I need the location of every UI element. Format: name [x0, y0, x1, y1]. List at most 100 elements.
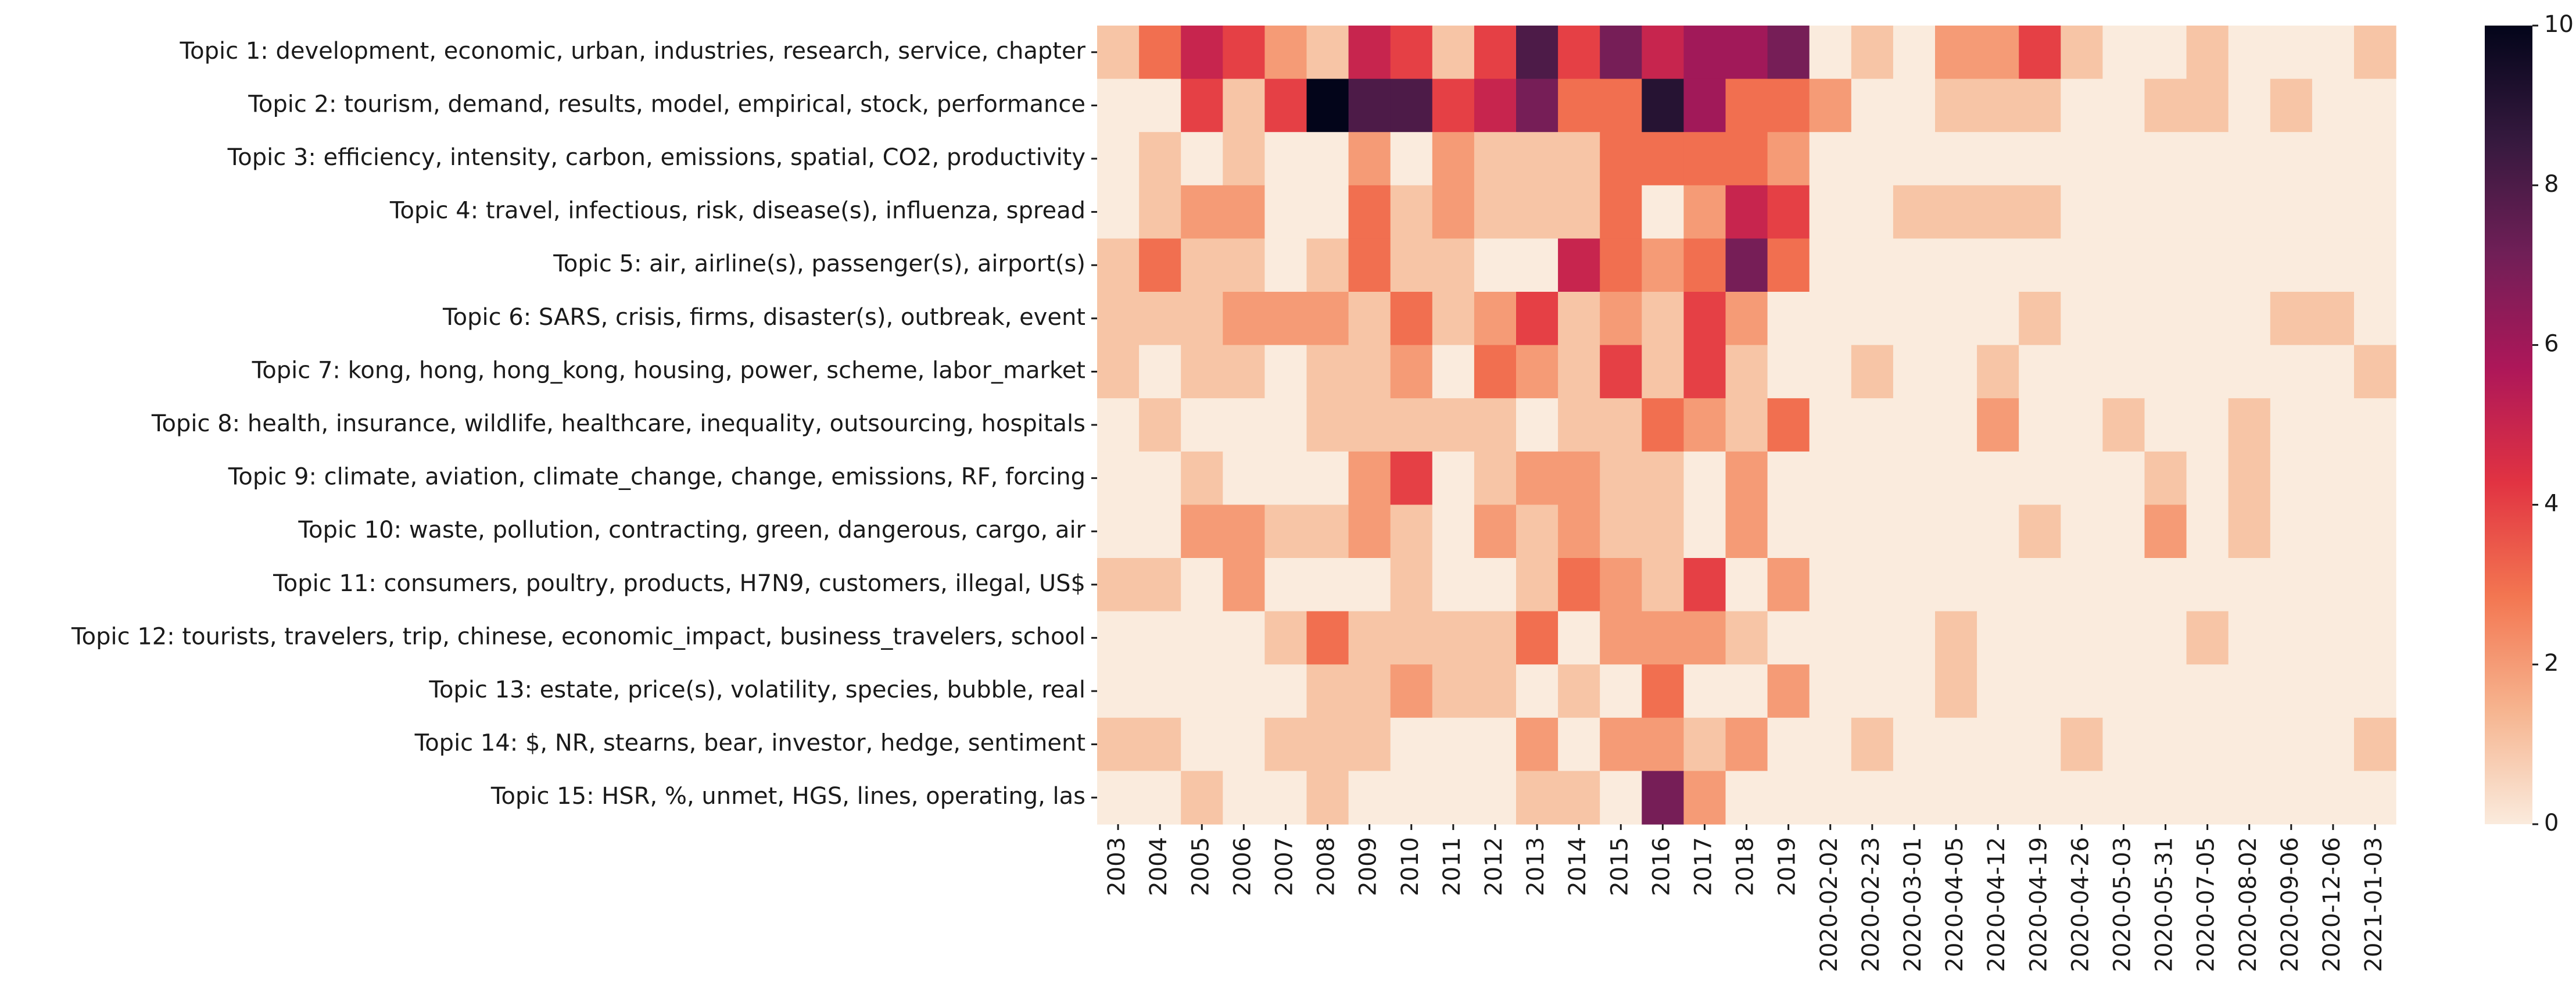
heatmap-cell: [2354, 26, 2396, 80]
heatmap-cell: [2102, 78, 2145, 133]
heatmap-cell: [1725, 717, 1768, 771]
column-label: 2020-04-19: [2025, 837, 2052, 972]
heatmap-cell: [1809, 78, 1852, 133]
heatmap-cell: [1516, 558, 1559, 612]
heatmap-cell: [1390, 451, 1433, 505]
heatmap-cell: [1348, 771, 1391, 825]
heatmap-cell: [1935, 26, 1977, 80]
heatmap-cell: [1139, 132, 1181, 186]
heatmap-cell: [1306, 771, 1349, 825]
colorbar-tick-label: 10: [2544, 11, 2574, 38]
heatmap-cell: [1725, 292, 1768, 346]
row-label: Topic 15: HSR, %, unmet, HGS, lines, ope…: [490, 783, 1085, 810]
heatmap-cell: [1809, 664, 1852, 718]
heatmap-cell: [1306, 717, 1349, 771]
heatmap-cell: [1851, 398, 1894, 452]
heatmap-cell: [2061, 78, 2103, 133]
column-label: 2009: [1355, 837, 1382, 896]
heatmap-cell: [1767, 26, 1810, 80]
heatmap-cell: [2061, 505, 2103, 559]
heatmap-cell: [1767, 451, 1810, 505]
heatmap-cell: [1181, 26, 1223, 80]
heatmap-cell: [2270, 398, 2313, 452]
heatmap-cell: [1432, 292, 1475, 346]
heatmap-cell: [2144, 292, 2187, 346]
heatmap-cell: [2228, 132, 2271, 186]
heatmap-cell: [2270, 717, 2313, 771]
heatmap-cell: [1181, 345, 1223, 399]
heatmap-cell: [1390, 611, 1433, 665]
heatmap-cell: [1642, 292, 1684, 346]
heatmap-cell: [1181, 292, 1223, 346]
heatmap-cell: [2354, 664, 2396, 718]
heatmap-cell: [1977, 345, 2019, 399]
heatmap-cell: [1935, 451, 1977, 505]
heatmap-cell: [1725, 505, 1768, 559]
heatmap-cell: [1264, 132, 1307, 186]
heatmap-cell: [1977, 558, 2019, 612]
heatmap-cell: [1097, 505, 1140, 559]
heatmap-cell: [1642, 26, 1684, 80]
heatmap-cell: [1139, 26, 1181, 80]
heatmap-cell: [1474, 664, 1517, 718]
heatmap-cell: [1642, 398, 1684, 452]
heatmap-cell: [2354, 132, 2396, 186]
heatmap-cell: [2061, 398, 2103, 452]
column-label: 2020-03-01: [1900, 837, 1926, 972]
heatmap-cell: [2102, 238, 2145, 292]
heatmap-cell: [1181, 664, 1223, 718]
heatmap-cell: [1977, 771, 2019, 825]
heatmap-cell: [2186, 292, 2229, 346]
row-labels: Topic 1: development, economic, urban, i…: [71, 38, 1097, 810]
heatmap-cell: [1809, 505, 1852, 559]
heatmap-cell: [1223, 132, 1265, 186]
heatmap-cell: [2312, 771, 2355, 825]
heatmap-cell: [2144, 611, 2187, 665]
heatmap-cell: [1558, 611, 1600, 665]
row-label: Topic 1: development, economic, urban, i…: [180, 38, 1086, 65]
heatmap-cell: [1516, 292, 1559, 346]
heatmap-cell: [2228, 611, 2271, 665]
heatmap-cell: [1683, 717, 1726, 771]
heatmap-cell: [1348, 185, 1391, 239]
heatmap-cell: [1851, 451, 1894, 505]
heatmap-cell: [1306, 664, 1349, 718]
heatmap-cell: [1390, 398, 1433, 452]
heatmap-cell: [1935, 717, 1977, 771]
heatmap-cell: [2144, 505, 2187, 559]
heatmap-cell: [2354, 717, 2396, 771]
heatmap-cell: [1432, 717, 1475, 771]
heatmap-cell: [1600, 185, 1642, 239]
heatmap-cell: [1348, 558, 1391, 612]
heatmap-cell: [1223, 26, 1265, 80]
heatmap-cell: [1893, 292, 1936, 346]
heatmap-cell: [1097, 26, 1140, 80]
heatmap-cell: [2228, 78, 2271, 133]
heatmap-cell: [2186, 717, 2229, 771]
heatmap-cell: [1223, 345, 1265, 399]
heatmap-cell: [2186, 238, 2229, 292]
heatmap-cell: [2312, 132, 2355, 186]
heatmap-cell: [1809, 771, 1852, 825]
heatmap-cell: [2270, 611, 2313, 665]
heatmap-cell: [2144, 771, 2187, 825]
heatmap-cell: [1683, 505, 1726, 559]
heatmap-cell: [1600, 558, 1642, 612]
heatmap-cell: [1725, 185, 1768, 239]
heatmap-cell: [1390, 558, 1433, 612]
heatmap-cell: [1390, 292, 1433, 346]
heatmap-cell: [1558, 238, 1600, 292]
column-label: 2020-09-06: [2277, 837, 2303, 972]
heatmap-cell: [1977, 78, 2019, 133]
row-label: Topic 5: air, airline(s), passenger(s), …: [553, 251, 1085, 277]
heatmap-cell: [1893, 664, 1936, 718]
heatmap-cell: [2061, 345, 2103, 399]
heatmap-cell: [1139, 185, 1181, 239]
heatmap-cell: [2102, 398, 2145, 452]
heatmap-cell: [1767, 771, 1810, 825]
heatmap-cell: [1181, 505, 1223, 559]
heatmap-cell: [1474, 451, 1517, 505]
heatmap-cell: [1977, 717, 2019, 771]
heatmap-cell: [2186, 26, 2229, 80]
